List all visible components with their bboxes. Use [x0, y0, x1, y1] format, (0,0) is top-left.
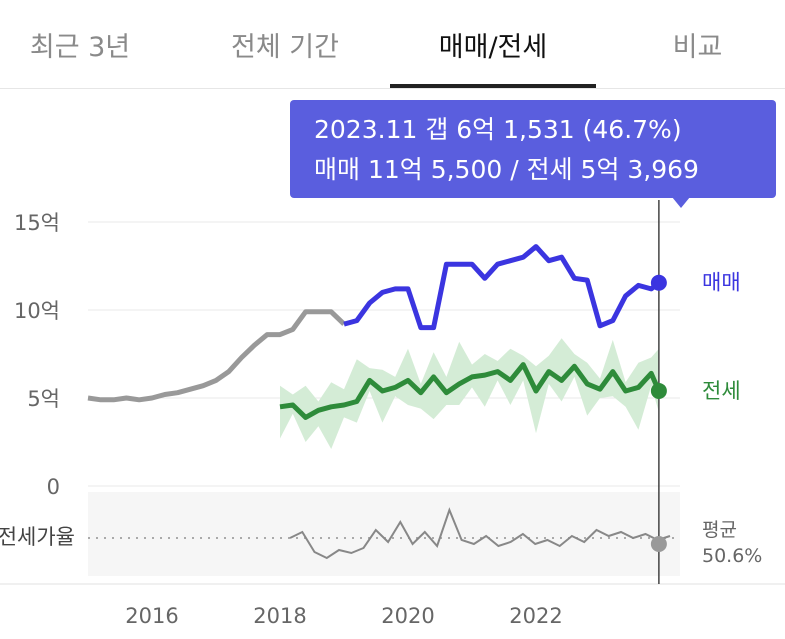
x-tick-label: 2018 [253, 604, 306, 628]
tab-compare[interactable]: 비교 [672, 31, 723, 63]
ratio-line [289, 507, 671, 560]
y-tick-label: 10억 [14, 299, 60, 323]
lease-end-marker[interactable] [650, 382, 667, 399]
ratio-panel-bg [88, 492, 680, 576]
y-tick-label: 5억 [27, 387, 60, 411]
ratio-average-label: 평균 [702, 519, 737, 541]
x-tick-label: 2016 [125, 604, 178, 628]
tooltip-pointer [672, 197, 690, 208]
ratio-average-value: 50.6% [702, 545, 762, 567]
x-tick-label: 2022 [509, 604, 562, 628]
tooltip-price-line: 매매 11억 5,500 / 전세 5억 3,969 [314, 155, 699, 184]
lease-range-band [280, 338, 659, 449]
sale-legend-label: 매매 [702, 271, 741, 295]
sale-line [343, 244, 661, 331]
data-tooltip: 2023.11 갭 6억 1,531 (46.7%) 매매 11억 5,500 … [290, 100, 776, 198]
active-tab-indicator [390, 84, 596, 88]
lease-legend-label: 전세 [702, 379, 741, 403]
sale-history-line [87, 309, 346, 403]
ratio-end-marker[interactable] [650, 536, 667, 552]
tab-recent-3y[interactable]: 최근 3년 [29, 31, 131, 63]
x-tick-label: 2020 [381, 604, 434, 628]
tab-all-period[interactable]: 전체 기간 [231, 31, 339, 63]
ratio-panel-label: 전세가율 [0, 525, 75, 549]
tooltip-gap-line: 2023.11 갭 6억 1,531 (46.7%) [314, 115, 682, 144]
period-tabs: 최근 3년 전체 기간 매매/전세 비교 [0, 0, 785, 89]
tab-sale-lease[interactable]: 매매/전세 [438, 31, 548, 63]
sale-end-marker[interactable] [650, 274, 667, 291]
lease-line [279, 362, 662, 420]
y-tick-label: 0 [47, 475, 60, 499]
y-tick-label: 15억 [14, 211, 60, 235]
